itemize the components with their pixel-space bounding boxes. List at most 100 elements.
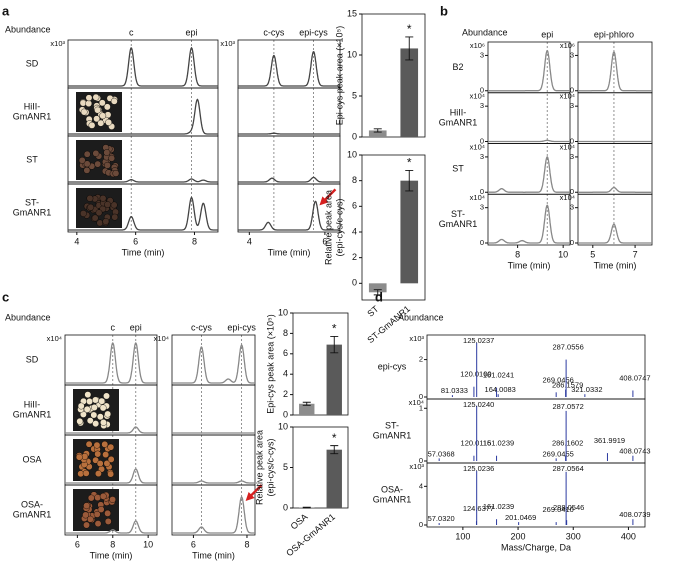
scale-label: x10⁴ (560, 92, 575, 101)
row-label: ST- (25, 197, 39, 207)
trace (488, 139, 570, 143)
y-tick-label: 8 (352, 175, 357, 185)
x-tick-label: 6 (133, 236, 138, 246)
trace (238, 176, 340, 183)
row-label: GmANR1 (373, 494, 412, 504)
y-tick-label: 6 (352, 201, 357, 211)
y-tick-label: 5 (352, 90, 357, 100)
y-tick-label: 10 (278, 421, 288, 431)
seed (95, 209, 103, 217)
scale-label: x10⁶ (470, 41, 485, 50)
scale-label: x10⁴ (154, 334, 169, 343)
peak-label: 269.0410 (543, 505, 574, 514)
trace (172, 480, 255, 484)
seed (94, 450, 102, 458)
marker-label: epi-phloro (594, 29, 634, 39)
y-tick-label: 0 (570, 187, 574, 196)
row-frame (487, 143, 571, 195)
axis-label: Abundance (5, 24, 51, 34)
scale-label: x10⁴ (47, 334, 62, 343)
trace (578, 51, 652, 92)
seed (83, 160, 91, 168)
panel-label: c (2, 289, 9, 304)
seed (82, 469, 90, 477)
seed (108, 154, 116, 162)
trace (488, 204, 570, 244)
row-frame (64, 334, 158, 386)
y-tick-label: 1 (419, 403, 423, 412)
peak-label: 164.0083 (485, 385, 516, 394)
marker-label: epi (186, 27, 198, 37)
row-label: HiII- (24, 399, 41, 409)
bar (368, 130, 387, 137)
y-tick-label: 0 (480, 86, 484, 95)
row-frame (577, 41, 653, 94)
row-label: B2 (452, 62, 463, 72)
marker-label: c-cys (263, 27, 284, 37)
seed (94, 106, 101, 114)
error-bar (373, 289, 382, 296)
seed (84, 391, 92, 399)
error-bar (302, 401, 311, 406)
bar (400, 180, 419, 284)
seed (103, 392, 110, 400)
seed (94, 494, 102, 501)
y-tick-label: 6 (283, 348, 288, 358)
row-label: ST (26, 154, 38, 164)
seed (83, 521, 90, 529)
scale-label: x10³ (409, 334, 424, 343)
seed (85, 440, 93, 448)
peak-label: 286.1602 (552, 439, 583, 448)
y-tick-label: 3 (570, 152, 574, 161)
seed (111, 213, 119, 221)
scale-label: x10⁴ (560, 142, 575, 151)
seed (83, 502, 90, 510)
seed (92, 93, 100, 101)
trace (578, 223, 652, 244)
seed (90, 404, 98, 411)
panel-label: d (375, 289, 383, 304)
seed (99, 112, 107, 120)
x-tick-label: ST (365, 303, 381, 318)
seed (98, 397, 106, 405)
y-axis-label: (epi-cys/c-cys) (334, 198, 344, 256)
seed (99, 404, 107, 412)
y-tick-label: 3 (570, 101, 574, 110)
y-tick-label: 3 (480, 50, 484, 59)
row-frame (67, 183, 219, 233)
row-frame (577, 193, 653, 246)
seed (107, 470, 115, 478)
scale-label: x10⁴ (470, 142, 485, 151)
x-axis-label: Time (min) (508, 260, 551, 270)
seed (105, 119, 112, 126)
row-frame (426, 462, 646, 528)
y-tick-label: 8 (283, 328, 288, 338)
seed (95, 470, 102, 477)
peak-label: 287.0572 (552, 402, 583, 411)
y-tick-label: 0 (480, 187, 484, 196)
scale-label: x10³ (50, 39, 65, 48)
scale-label: x10⁴ (470, 193, 485, 202)
seed (82, 511, 90, 519)
peak-label: 125.0237 (463, 336, 494, 345)
row-frame (64, 484, 158, 536)
scale-label: x10⁶ (560, 41, 575, 50)
y-tick-label: 0 (570, 136, 574, 145)
row-label: GmANR1 (13, 207, 52, 217)
trace (488, 49, 570, 92)
peak-label: 124.6377 (463, 504, 494, 513)
y-axis-label: Relative peak area (323, 190, 333, 265)
seed (96, 219, 104, 227)
arrow-head (245, 492, 255, 501)
row-frame (171, 484, 256, 536)
row-frame (171, 334, 256, 386)
marker-label: c (111, 322, 116, 332)
seed (102, 451, 110, 458)
y-tick-label: 3 (480, 203, 484, 212)
seed (92, 149, 100, 157)
row-label: OSA- (381, 484, 403, 494)
row-frame (487, 41, 571, 94)
seed (99, 492, 107, 500)
x-tick-label: 8 (244, 539, 249, 549)
y-tick-label: 0 (283, 502, 288, 512)
